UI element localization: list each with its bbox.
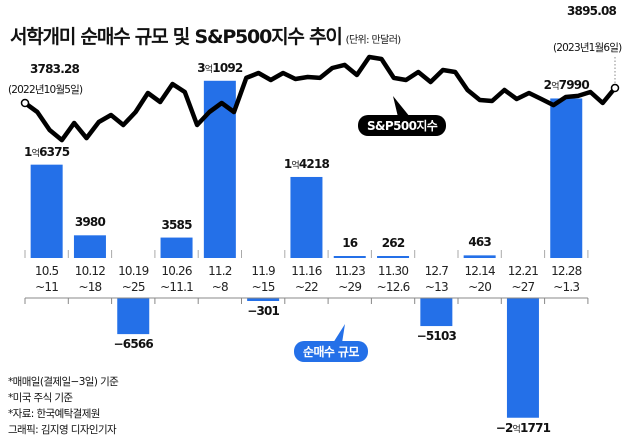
category-line1: 10.5 (34, 264, 59, 278)
end-date-label: (2023년1월6일) (553, 42, 622, 54)
category-line1: 12.14 (464, 264, 495, 278)
bar-11.9 (247, 298, 280, 301)
category-line1: 11.2 (208, 264, 232, 278)
category-line1: 11.16 (291, 264, 322, 278)
category-label: 12.28 ~1.3 (544, 263, 588, 295)
sp500-badge-pointer (393, 96, 410, 117)
category-label: 10.26 ~11.1 (155, 263, 199, 295)
category-line2: ~27 (511, 280, 535, 294)
category-line2: ~11 (35, 280, 59, 294)
value-label: 3585 (161, 217, 192, 232)
category-line1: 11.30 (377, 264, 409, 278)
sp500-legend-badge: S&P500지수 (358, 115, 447, 136)
chart-title: 서학개미 순매수 규모 및 S&P500지수 추이 (단위: 만달러) (10, 22, 401, 49)
bar-12.28 (550, 98, 583, 258)
category-label: 10.5 ~11 (25, 263, 69, 295)
value-label: 3980 (74, 215, 106, 230)
net-buy-legend-badge: 순매수 규모 (294, 341, 368, 362)
category-line2: ~29 (338, 280, 362, 294)
value-label: −2억1771 (495, 420, 551, 435)
category-line1: 10.19 (118, 264, 149, 278)
value-label: 16 (342, 236, 358, 250)
bar-10.26 (160, 237, 193, 258)
category-label: 10.12 ~18 (68, 263, 112, 295)
bar-10.19 (117, 298, 150, 335)
bar-10.12 (73, 235, 106, 258)
value-label: 463 (468, 235, 491, 250)
net-buy-badge-pointer (333, 324, 345, 343)
category-line1: 12.21 (507, 264, 539, 278)
category-line2: ~11.1 (160, 280, 194, 294)
category-line2: ~1.3 (553, 280, 580, 294)
category-label: 11.16 ~22 (284, 263, 328, 295)
category-label: 12.7 ~13 (414, 263, 458, 295)
bar-11.16 (290, 176, 323, 258)
category-line2: ~18 (78, 280, 102, 294)
value-label: −6566 (113, 337, 154, 352)
category-line1: 12.28 (551, 264, 582, 278)
category-label: 10.19 ~25 (111, 263, 155, 295)
category-line1: 12.7 (424, 264, 449, 278)
start-point-marker (20, 98, 30, 108)
category-line2: ~15 (251, 280, 276, 294)
category-label: 12.21 ~27 (501, 263, 545, 295)
note-graphic-credit: 그래픽: 김지영 디자인기자 (8, 424, 117, 436)
category-label: 11.23 ~29 (328, 263, 372, 295)
note-trading-day: *매매일(결제일−3일) 기준 (8, 376, 119, 388)
note-us-stocks: *미국 주식 기준 (8, 392, 73, 404)
value-label: −301 (247, 304, 280, 318)
category-line2: ~20 (468, 280, 492, 294)
category-line2: ~8 (211, 280, 229, 294)
title-text: 서학개미 순매수 규모 및 S&P500지수 추이 (10, 26, 343, 48)
unit-label: (단위: 만달러) (345, 35, 402, 46)
category-label: 11.2 ~8 (198, 263, 242, 295)
bar-12.14 (463, 255, 496, 258)
category-line1: 10.12 (74, 264, 106, 278)
value-label: 1억4218 (283, 156, 330, 171)
bar-11.23 (333, 256, 366, 258)
category-label: 11.30 ~12.6 (371, 263, 415, 295)
category-line1: 11.23 (334, 264, 366, 278)
category-line2: ~12.6 (376, 280, 411, 294)
note-source: *자료: 한국예탁결제원 (8, 408, 100, 420)
category-line2: ~25 (121, 280, 146, 294)
bar-12.7 (420, 298, 453, 327)
start-value-label: 3783.28 (30, 62, 80, 76)
value-label: −5103 (416, 329, 457, 344)
sp500-line (23, 54, 617, 143)
value-label: 262 (381, 236, 405, 250)
category-line1: 10.26 (161, 264, 192, 278)
category-line2: ~13 (424, 280, 449, 294)
start-date-label: (2022년10월5일) (8, 84, 83, 96)
value-label: 2억7990 (543, 78, 590, 93)
bar-10.5 (30, 164, 63, 258)
value-label: 3억1092 (197, 60, 243, 75)
category-line2: ~22 (294, 280, 319, 294)
bar-11.30 (377, 256, 410, 258)
value-label: 1억6375 (24, 144, 70, 159)
end-value-label: 3895.08 (567, 4, 617, 18)
end-point-marker (610, 83, 620, 93)
category-label: 11.9 ~15 (241, 263, 285, 295)
category-line1: 11.9 (251, 264, 275, 278)
bar-12.21 (506, 298, 539, 418)
category-label: 12.14 ~20 (458, 263, 502, 295)
